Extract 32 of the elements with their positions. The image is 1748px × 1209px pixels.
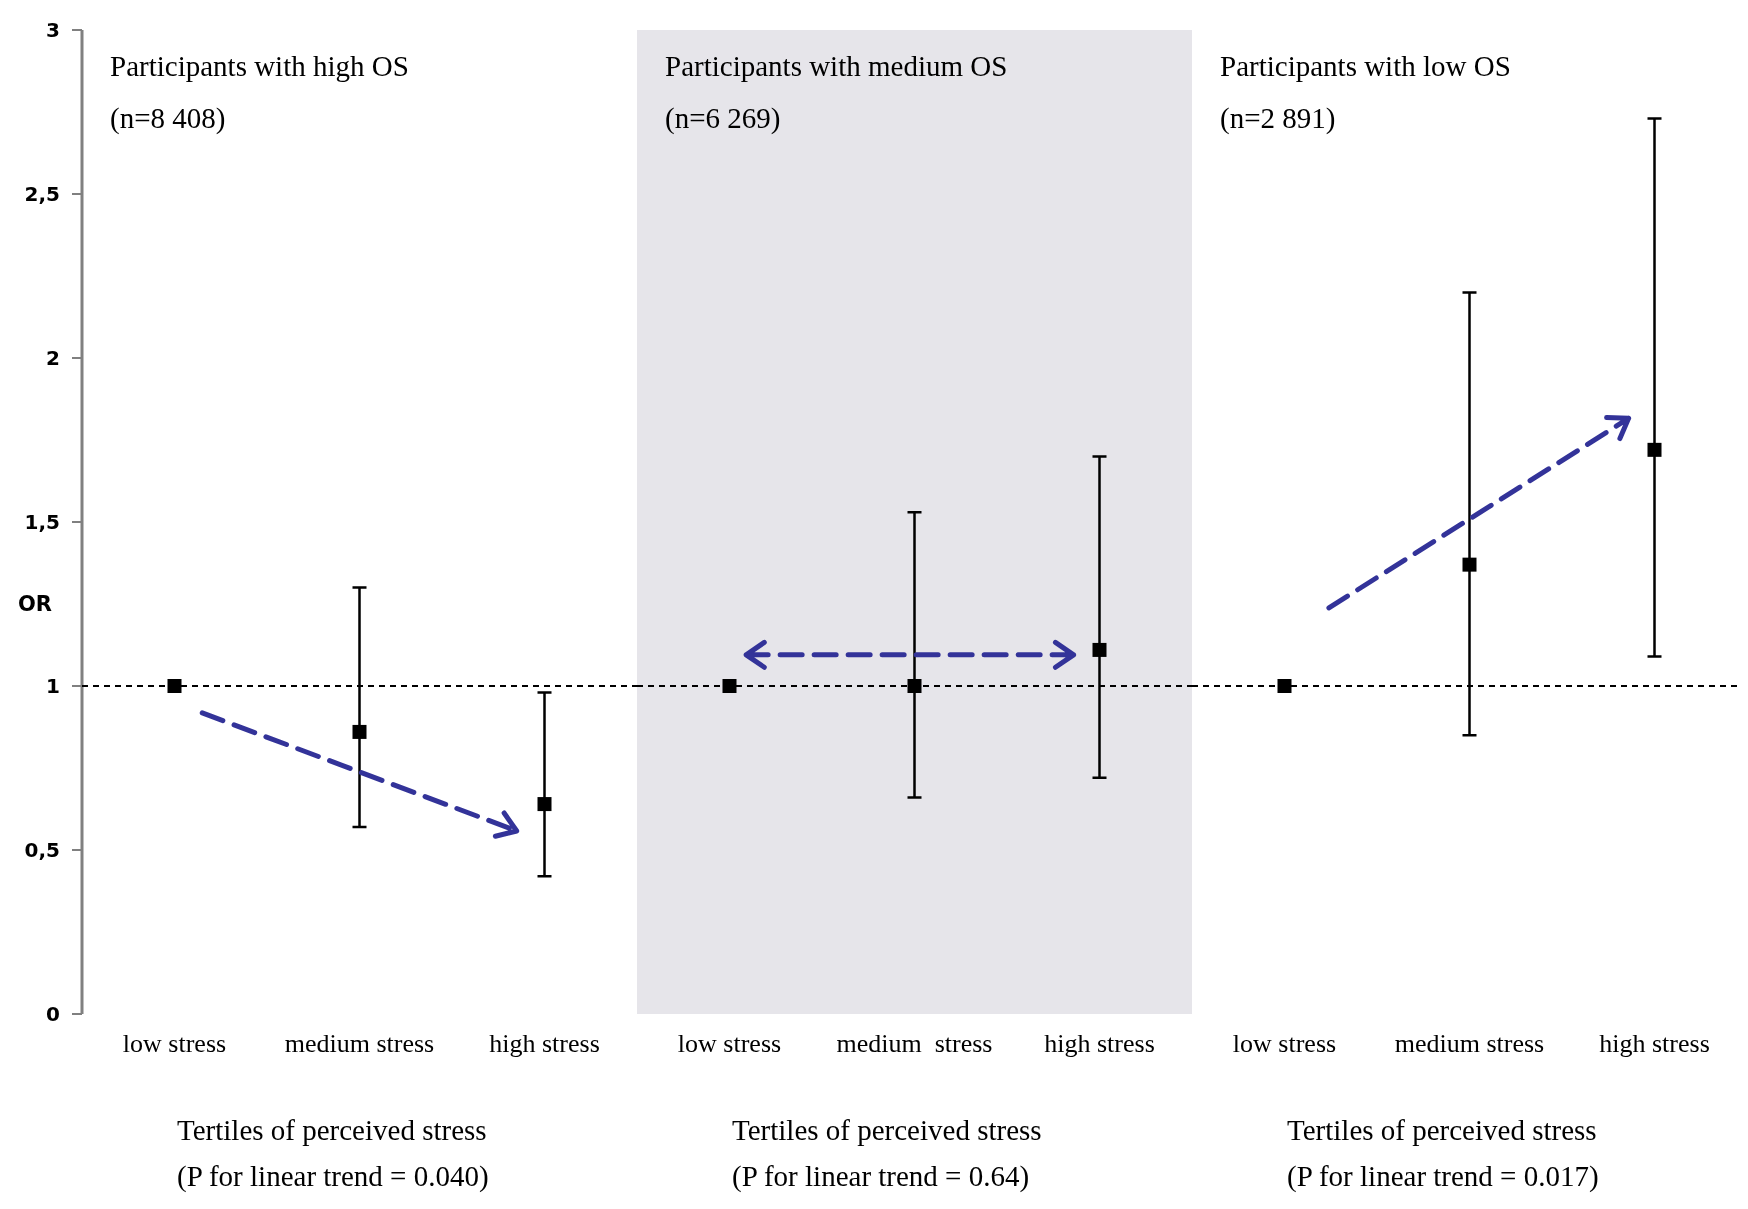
text: (P for linear trend = 0.017)	[1287, 1160, 1599, 1193]
text: (n=2 891)	[1220, 102, 1336, 135]
x-tick-label: medium stress	[1394, 1029, 1545, 1058]
x-tick-label: medium stress	[284, 1029, 435, 1058]
y-axis-title: OR	[18, 592, 53, 617]
y-tick-label: 3	[46, 18, 60, 42]
y-tick-label: 0,5	[24, 838, 60, 862]
x-tick-label: low stress	[677, 1029, 782, 1058]
x-tick-label: high stress	[1599, 1029, 1710, 1058]
y-tick-label: 2	[46, 346, 60, 370]
text: (n=8 408)	[110, 102, 226, 135]
x-tick-label: low stress	[1232, 1029, 1337, 1058]
x-axis-title: Tertiles of perceived stress	[1287, 1114, 1597, 1146]
text: Participants with medium OS	[665, 50, 1008, 82]
x-tick-label: low stress	[122, 1029, 227, 1058]
y-tick-label: 0	[46, 1002, 60, 1026]
text: (P for linear trend = 0.64)	[732, 1160, 1030, 1193]
point	[537, 797, 552, 812]
x-axis-title: Tertiles of perceived stress	[177, 1114, 487, 1146]
text: (P for linear trend = 0.040)	[177, 1160, 489, 1193]
x-tick-label: high stress	[1044, 1029, 1155, 1058]
point	[352, 724, 367, 739]
x-tick-label: medium stress	[836, 1029, 993, 1058]
text: (n=6 269)	[665, 102, 781, 135]
y-tick-label: 2,5	[24, 182, 60, 206]
point	[167, 679, 182, 693]
text: Participants with high OS	[110, 50, 409, 82]
y-tick-label: 1	[46, 674, 60, 698]
y-tick-label: 1,5	[24, 510, 60, 534]
x-axis-title: Tertiles of perceived stress	[732, 1114, 1042, 1146]
x-tick-label: high stress	[489, 1029, 600, 1058]
text: Participants with low OS	[1220, 50, 1511, 82]
